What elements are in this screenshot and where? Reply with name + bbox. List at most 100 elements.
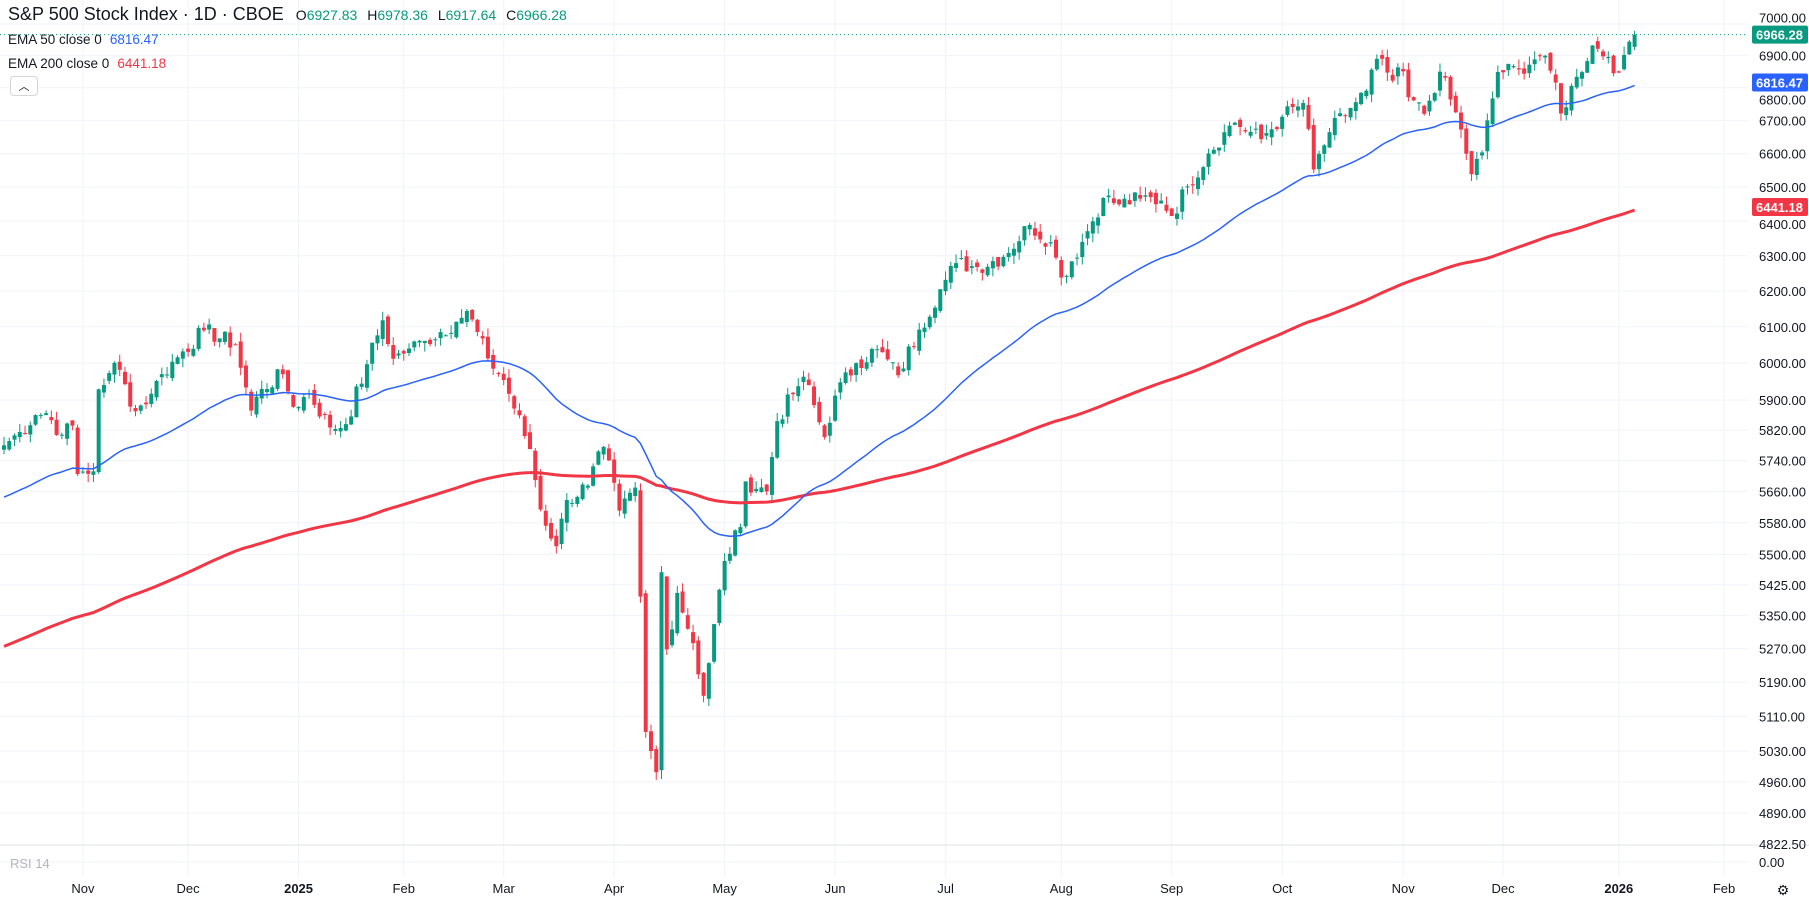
- candle-up: [107, 373, 112, 381]
- candle-down: [391, 345, 396, 359]
- candle-up: [1332, 117, 1337, 136]
- candle-up: [1585, 61, 1590, 73]
- candle-down: [806, 379, 811, 386]
- candle-down: [1274, 127, 1279, 130]
- candle-up: [28, 425, 33, 435]
- price-axis-label: 5350.00: [1759, 608, 1806, 623]
- candle-up: [33, 415, 38, 425]
- candle-down: [475, 319, 480, 332]
- gear-icon[interactable]: ⚙: [1776, 882, 1790, 898]
- candle-up: [990, 261, 995, 269]
- candle-up: [1627, 41, 1632, 55]
- candle-up: [675, 592, 680, 634]
- candle-up: [44, 413, 49, 416]
- candle-up: [933, 307, 938, 318]
- candle-up: [149, 393, 154, 405]
- symbol-title[interactable]: S&P 500 Stock Index · 1D · CBOE: [8, 4, 284, 24]
- ema50-legend[interactable]: EMA 50 close 0 6816.47: [8, 28, 573, 52]
- candle-down: [848, 369, 853, 376]
- candle-up: [301, 397, 306, 411]
- candle-up: [985, 266, 990, 276]
- candle-up: [1532, 59, 1537, 65]
- price-axis-label: 6800.00: [1759, 92, 1806, 107]
- candle-down: [791, 392, 795, 395]
- candle-up: [101, 384, 106, 393]
- candle-up: [217, 338, 222, 343]
- candle-down: [654, 749, 659, 773]
- candle-down: [612, 459, 617, 483]
- candle-up: [575, 496, 580, 504]
- chart-legend: S&P 500 Stock Index · 1D · CBOE O6927.83…: [8, 4, 573, 76]
- candle-up: [1253, 128, 1258, 130]
- candle-down: [49, 417, 54, 421]
- candle-up: [296, 407, 301, 409]
- ema200-value: 6441.18: [117, 56, 167, 71]
- rsi-axis-label: 0.00: [1759, 855, 1784, 870]
- candle-down: [401, 350, 406, 354]
- candle-up: [1185, 186, 1190, 188]
- collapse-legend-button[interactable]: ︿: [10, 76, 38, 96]
- ema50-line: [3, 84, 1635, 538]
- candle-up: [769, 457, 774, 495]
- candle-down: [485, 336, 490, 359]
- candle-down: [286, 370, 291, 392]
- candle-down: [1522, 68, 1527, 74]
- price-axis-label: 6900.00: [1759, 49, 1806, 64]
- candle-down: [1054, 239, 1058, 258]
- candle-up: [1622, 55, 1627, 70]
- candle-down: [538, 475, 543, 510]
- candle-down: [1469, 151, 1474, 175]
- candle-down: [696, 640, 701, 675]
- candle-down: [896, 366, 901, 376]
- candle-up: [191, 348, 196, 356]
- candle-up: [1248, 131, 1253, 136]
- price-axis-label: 4890.00: [1759, 806, 1806, 821]
- candle-up: [354, 386, 359, 418]
- candle-down: [1448, 77, 1453, 100]
- candle-up: [449, 332, 454, 334]
- candle-up: [1090, 221, 1095, 234]
- candle-down: [1422, 105, 1427, 114]
- high-label: H: [367, 7, 378, 23]
- candle-down: [549, 522, 554, 539]
- chevron-up-icon: ︿: [18, 81, 30, 93]
- candle-down: [880, 347, 885, 353]
- candle-up: [207, 324, 212, 330]
- candle-up: [1227, 125, 1232, 137]
- candle-down: [1043, 243, 1048, 247]
- candle-down: [1611, 55, 1616, 74]
- candle-down: [496, 372, 501, 374]
- ema200-badge-text: 6441.18: [1756, 200, 1803, 215]
- candle-up: [433, 339, 438, 341]
- candle-up: [785, 394, 790, 417]
- candle-up: [601, 446, 606, 455]
- candle-up: [1564, 107, 1569, 116]
- price-axis-label: 5190.00: [1759, 675, 1806, 690]
- ema200-badge: [1752, 198, 1808, 217]
- candle-down: [1459, 112, 1464, 130]
- candle-down: [1443, 76, 1448, 78]
- time-axis-label: Dec: [177, 881, 201, 896]
- ema200-legend[interactable]: EMA 200 close 0 6441.18: [8, 52, 573, 76]
- candle-down: [859, 359, 864, 369]
- candle-up: [890, 362, 895, 364]
- candle-down: [554, 535, 559, 547]
- candle-up: [1427, 100, 1432, 112]
- price-axis-label: 5270.00: [1759, 642, 1806, 657]
- candle-up: [1353, 102, 1358, 112]
- price-axis-label: 5110.00: [1759, 709, 1805, 724]
- candle-down: [617, 483, 622, 511]
- candle-up: [1206, 153, 1211, 167]
- candle-down: [1032, 228, 1037, 236]
- candle-up: [580, 484, 585, 500]
- candle-down: [23, 432, 28, 434]
- candle-down: [980, 269, 985, 273]
- time-axis-label: Sep: [1160, 881, 1183, 896]
- candle-up: [1211, 149, 1216, 154]
- candle-up: [396, 353, 401, 356]
- candle-down: [75, 427, 80, 475]
- candle-down: [817, 401, 822, 423]
- candle-down: [238, 341, 243, 368]
- rsi-label[interactable]: RSI 14: [10, 856, 50, 871]
